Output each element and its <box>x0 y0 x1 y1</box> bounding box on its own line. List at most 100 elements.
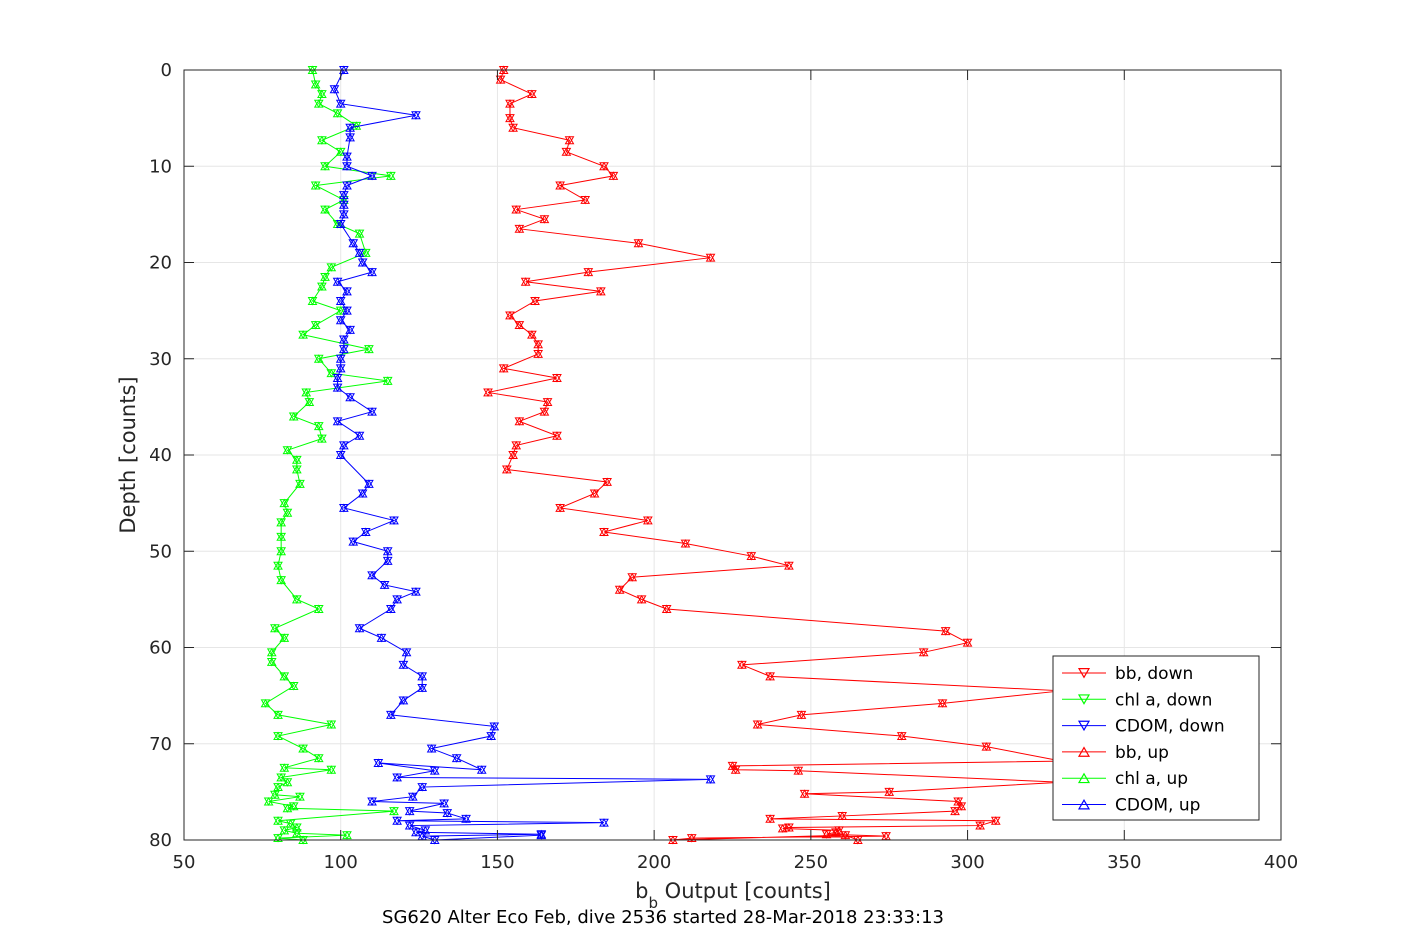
data-point-up <box>599 527 609 536</box>
data-point-up <box>404 806 415 816</box>
data-point-up <box>831 827 841 837</box>
data-point-up <box>680 539 691 548</box>
data-point-up <box>765 814 775 823</box>
legend-label: chl a, up <box>1115 769 1188 789</box>
data-point-up <box>417 782 428 792</box>
data-point-up <box>357 258 368 267</box>
data-point-up <box>266 647 277 657</box>
x-tick-label: 400 <box>1264 852 1298 873</box>
data-point-up <box>777 823 788 833</box>
data-point-up <box>335 147 346 156</box>
data-point-up <box>937 698 948 708</box>
data-point-up <box>320 205 330 214</box>
data-point-up <box>260 698 271 708</box>
data-point-up <box>508 123 518 132</box>
data-point-up <box>602 477 612 486</box>
data-point-up <box>326 262 337 272</box>
data-point-up <box>583 267 594 277</box>
data-point-up <box>561 147 572 156</box>
data-point-up <box>514 416 525 426</box>
data-point-up <box>367 171 377 180</box>
data-point-up <box>508 450 518 459</box>
data-point-up <box>335 219 346 228</box>
data-point-up <box>367 267 377 277</box>
data-point-up <box>273 782 283 792</box>
data-point-up <box>338 200 349 209</box>
legend-entry: bb, down <box>1062 664 1193 684</box>
data-point-up <box>298 744 308 753</box>
data-point-up <box>595 286 606 296</box>
data-point-up <box>896 731 907 741</box>
data-point-up <box>288 801 299 811</box>
data-point-up <box>511 205 522 214</box>
ticks: 50 100 150 200 250 300 350 400 0 10 20 30 40 50 60 70 80 <box>149 60 1298 873</box>
data-point-up <box>291 828 302 838</box>
data-point-up <box>282 508 293 517</box>
data-point-up <box>599 161 609 171</box>
legend-marker <box>1077 746 1091 757</box>
data-point-up <box>288 681 299 690</box>
x-axis-title-sub: b <box>648 894 658 912</box>
data-point-up <box>627 572 638 582</box>
data-point-up <box>752 720 763 729</box>
data-point-up <box>276 532 287 541</box>
y-tick-label: 70 <box>149 734 172 755</box>
legend-entry: CDOM, down <box>1062 717 1225 737</box>
data-point-up <box>332 373 343 382</box>
data-point-up <box>990 816 1001 825</box>
legend-marker <box>1077 720 1091 732</box>
data-point-up <box>483 387 493 397</box>
data-point-up <box>962 638 973 647</box>
data-point-up <box>495 75 506 84</box>
data-point-up <box>956 801 967 811</box>
data-point-up <box>282 777 293 787</box>
data-point-up <box>332 416 343 426</box>
data-point-up <box>376 633 387 642</box>
data-point-up <box>273 710 283 719</box>
data-point-up <box>398 660 409 669</box>
data-point-up <box>313 421 324 431</box>
data-point-up <box>360 527 371 536</box>
data-point-up <box>784 823 794 832</box>
data-point-up <box>840 830 851 840</box>
data-point-up <box>335 306 346 315</box>
series-line <box>264 69 395 841</box>
data-point-up <box>313 753 324 763</box>
data-point-up <box>298 330 308 339</box>
data-point-up <box>746 551 757 561</box>
x-tick-label: 100 <box>324 852 358 873</box>
data-point-up <box>784 561 794 570</box>
data-point-up <box>307 296 318 305</box>
data-point-up <box>511 440 522 450</box>
data-point-up <box>310 181 321 190</box>
data-point-up <box>520 277 531 286</box>
data-point-up <box>392 594 402 604</box>
series-1 <box>260 65 399 845</box>
y-tick-label: 30 <box>149 349 172 370</box>
data-point-up <box>643 515 653 525</box>
legend-label: CDOM, up <box>1115 796 1200 816</box>
data-point-up <box>505 310 515 320</box>
data-point-up <box>263 797 274 806</box>
data-point-up <box>367 570 377 580</box>
data-point-up <box>364 344 374 354</box>
data-point-up <box>288 412 299 421</box>
legend-entry: CDOM, up <box>1062 796 1200 816</box>
data-point-up <box>501 464 512 474</box>
x-tick-label: 350 <box>1107 852 1141 873</box>
data-point-up <box>417 671 428 681</box>
legend-box <box>1052 655 1260 821</box>
data-point-up <box>614 585 625 594</box>
data-point-up <box>407 792 418 801</box>
data-point-up <box>975 821 985 830</box>
data-point-up <box>276 772 287 782</box>
data-point-up <box>364 479 374 488</box>
data-point-up <box>295 479 305 488</box>
data-point-up <box>539 214 550 224</box>
series-2 <box>329 65 716 845</box>
x-tick-label: 150 <box>480 852 514 873</box>
data-point-up <box>342 286 352 296</box>
data-point-up <box>326 765 337 774</box>
data-point-up <box>332 108 343 118</box>
data-point-up <box>411 110 421 120</box>
